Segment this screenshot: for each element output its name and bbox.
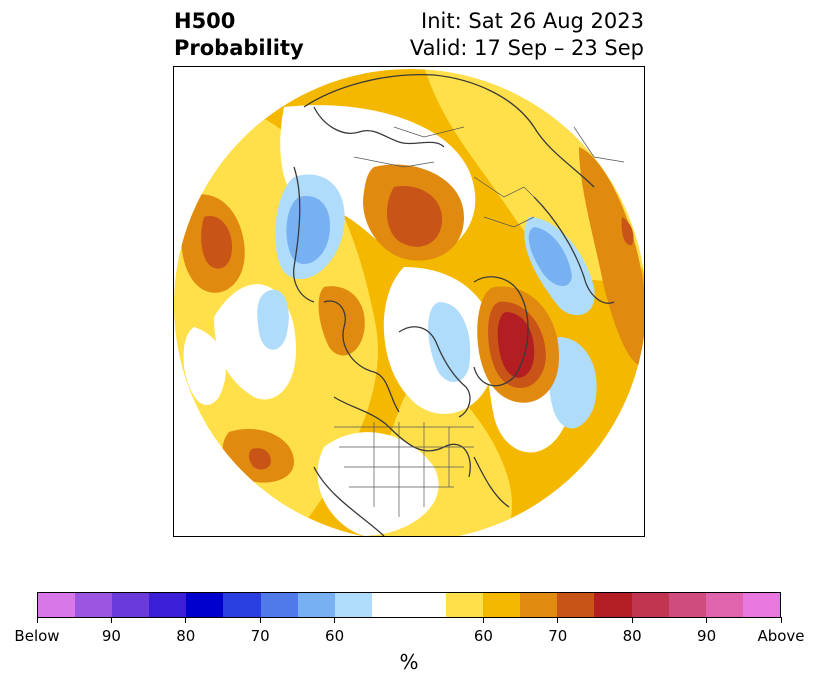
colorbar-segment [668,593,706,617]
colorbar-tick-label: 80 [176,627,196,645]
colorbar-segment [38,593,76,617]
title-product: Probability [174,36,304,60]
colorbar [37,592,781,618]
above-north-atlantic-west [318,286,365,356]
colorbar-segment [408,593,447,617]
political-borders [334,126,625,517]
field-neutral-pacific [183,327,226,406]
colorbar-segment [557,593,595,617]
colorbar-segment [631,593,669,617]
colorbar-segment [371,593,409,617]
chart-title: H500 Probability [174,8,304,62]
above-east-asia-core [621,217,634,246]
field-neutral-south [317,432,439,536]
init-date: Init: Sat 26 Aug 2023 [421,9,644,33]
colorbar-segment [483,593,521,617]
colorbar-segment [297,593,335,617]
colorbar-tick [482,617,484,623]
colorbar-unit-label: % [399,650,419,674]
above-greenland-core [497,312,535,378]
title-variable: H500 [174,9,236,33]
map-canvas [174,69,644,536]
colorbar-segment [594,593,632,617]
colorbar-tick-label: Above [757,627,805,645]
colorbar-segment [260,593,298,617]
colorbar-tick-label: 90 [697,627,717,645]
colorbar-tick [706,617,708,623]
colorbar-tick-label: 60 [473,627,493,645]
colorbar-segment [520,593,558,617]
colorbar-tick-label: 70 [548,627,568,645]
colorbar-segment [186,593,224,617]
colorbar-segment [446,593,484,617]
colorbar-segment [742,593,780,617]
probability-map [173,66,645,537]
colorbar-tick [259,617,261,623]
coastlines [293,73,615,536]
below-northeast-europe-core [528,227,572,287]
colorbar-segment [112,593,150,617]
colorbar-tick-label: 70 [250,627,270,645]
colorbar-tick [185,617,187,623]
colorbar-tick [110,617,112,623]
colorbar-tick [631,617,633,623]
anomaly-field [174,69,644,536]
forecast-dates: Init: Sat 26 Aug 2023 Valid: 17 Sep – 23… [410,8,644,62]
colorbar-segment [334,593,372,617]
below-atlantic-east [548,337,597,429]
colorbar-segment [223,593,261,617]
colorbar-tick-label: 80 [622,627,642,645]
valid-range: Valid: 17 Sep – 23 Sep [409,36,644,60]
above-gulf-of-alaska-core [249,448,271,470]
colorbar-tick [780,617,782,623]
colorbar-segment [705,593,743,617]
colorbar-tick [334,617,336,623]
colorbar-tick [557,617,559,623]
above-north-pacific-west-core [201,216,232,269]
below-central-asia [257,289,289,350]
colorbar-segment [75,593,113,617]
above-east-asia [579,147,644,367]
colorbar-tick-label: Below [14,627,60,645]
above-central-eurasia-core [387,186,443,247]
colorbar-tick-label: 90 [101,627,121,645]
colorbar-segment [149,593,187,617]
below-arctic [428,302,471,382]
colorbar-tick [36,617,38,623]
colorbar-tick-label: 60 [325,627,345,645]
